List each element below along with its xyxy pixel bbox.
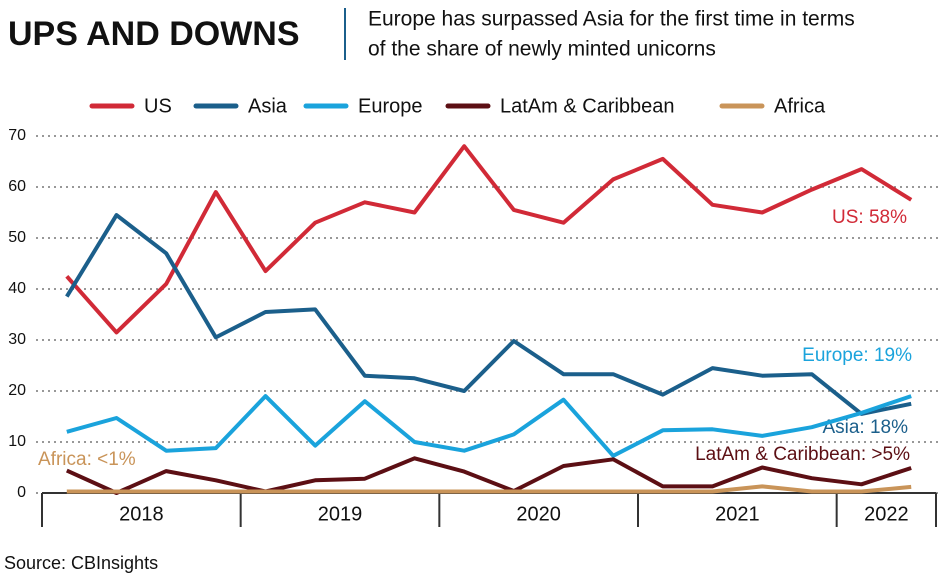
series-line: [65, 213, 912, 416]
y-tick-label: 40: [8, 280, 26, 297]
y-tick-label: 10: [8, 433, 26, 450]
series-line: [65, 456, 912, 495]
end-label: Africa: <1%: [38, 449, 136, 470]
end-label: LatAm & Caribbean: >5%: [695, 444, 910, 465]
series-line: [66, 484, 912, 494]
chart-title: UPS AND DOWNS: [8, 15, 300, 53]
subtitle: of the share of newly minted unicorns: [368, 38, 716, 61]
end-label: Asia: 18%: [822, 417, 908, 438]
x-tick-label: 2022: [864, 503, 909, 525]
y-tick-label: 60: [8, 178, 26, 195]
y-tick-label: 0: [17, 484, 26, 501]
legend-label: Europe: [358, 95, 423, 117]
legend-label: Africa: [774, 95, 826, 117]
y-tick-label: 30: [8, 331, 26, 348]
end-label: US: 58%: [832, 207, 907, 228]
legend-label: LatAm & Caribbean: [500, 95, 675, 117]
x-tick-label: 2018: [119, 503, 164, 525]
y-tick-label: 20: [8, 382, 26, 399]
x-tick-label: 2020: [516, 503, 561, 525]
legend-label: Asia: [248, 95, 288, 117]
legend-label: US: [144, 95, 172, 117]
source: Source: CBInsights: [4, 553, 158, 573]
series-line: [65, 144, 913, 335]
y-tick-label: 50: [8, 229, 26, 246]
x-tick-label: 2021: [715, 503, 760, 525]
subtitle: Europe has surpassed Asia for the first …: [368, 8, 855, 31]
series-line: [66, 394, 912, 458]
y-tick-label: 70: [8, 127, 26, 144]
end-label: Europe: 19%: [802, 345, 912, 366]
x-tick-label: 2019: [318, 503, 363, 525]
